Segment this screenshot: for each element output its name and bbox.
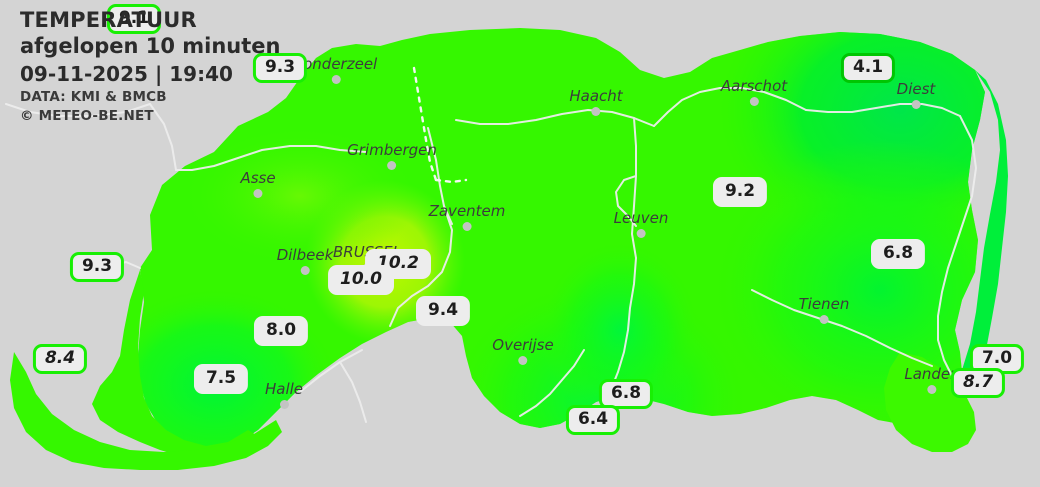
outlying-regions — [10, 70, 1008, 470]
warm-zone-northwest — [180, 126, 420, 266]
dotted-boundary — [412, 66, 468, 184]
temperature-badge[interactable]: 7.5 — [193, 364, 249, 394]
temperature-badge[interactable]: 6.8 — [598, 379, 654, 409]
temperature-badge[interactable]: 8.4 — [32, 344, 88, 374]
temperature-badge[interactable]: 6.8 — [870, 239, 926, 269]
temperature-badge[interactable]: 8.0 — [253, 316, 309, 346]
temperature-badge[interactable]: 8.7 — [950, 368, 1006, 398]
temperature-badge[interactable]: 6.4 — [565, 405, 621, 435]
temperature-badge[interactable]: 9.3 — [252, 53, 308, 83]
temperature-badge[interactable]: 9.1 — [106, 4, 162, 34]
temperature-badge[interactable]: 9.4 — [415, 296, 471, 326]
temperature-badge[interactable]: 9.2 — [712, 177, 768, 207]
cool-zone-overijse — [540, 240, 700, 420]
temperature-badge[interactable]: 9.3 — [69, 252, 125, 282]
temperature-badge[interactable]: 10.0 — [328, 265, 394, 295]
temperature-badge[interactable]: 4.1 — [840, 53, 896, 83]
